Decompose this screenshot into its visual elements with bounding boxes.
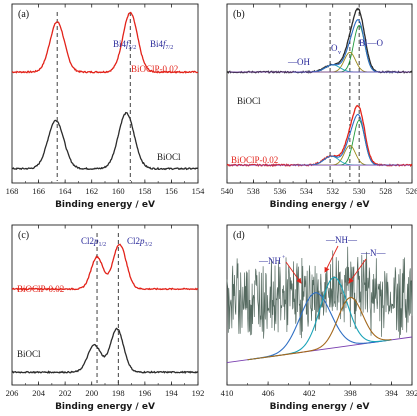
annotation-bio: Bi—O [359, 38, 384, 48]
series-line-bioclp-0.02 [11, 243, 199, 291]
x-axis-title: Binding energy / eV [270, 200, 370, 210]
x-tick-label: 202 [59, 388, 72, 398]
x-tick-label: 164 [59, 186, 73, 196]
series-label-biocl: BiOCl [17, 349, 41, 359]
series-line-biocl [226, 7, 413, 74]
annotation-nh-plus: —NH [258, 256, 281, 266]
x-tick-label: 394 [385, 388, 399, 398]
x-tick-label: 192 [192, 388, 205, 398]
x-axis-title: Binding energy / eV [55, 402, 155, 412]
series-line-biocl [11, 111, 199, 171]
x-tick-label: 398 [344, 388, 357, 398]
annotation-oh: —OH [287, 57, 310, 67]
series-label-biocl: BiOCl [157, 152, 181, 162]
x-tick-label: 406 [262, 388, 275, 398]
raw-data-line [226, 246, 413, 339]
panel-a: 168 166 164 162 160 158 156 154 Binding energy /… [6, 3, 206, 210]
x-tick-label: 536 [273, 186, 286, 196]
x-tick-label: 410 [221, 388, 234, 398]
peak-label: Cl2p1/2 [81, 236, 106, 248]
series-label-biocl-p: BiOClP-0.02 [131, 64, 178, 74]
x-tick-label: 534 [300, 186, 314, 196]
x-axis-title: Binding energy / eV [55, 200, 155, 210]
x-tick-label: 194 [165, 388, 179, 398]
annotation-n: —N— [360, 248, 386, 258]
annotation-nh-plus-sup: + [282, 255, 286, 261]
series-label-biocl-p: BiOClP-0.02 [231, 155, 278, 165]
x-tick-label: 154 [192, 186, 206, 196]
x-tick-label: 392 [406, 388, 417, 398]
series-label-biocl: BiOCl [237, 96, 261, 106]
x-tick-label: 204 [32, 388, 46, 398]
arrow-nh [324, 245, 339, 273]
fit-component [299, 119, 386, 166]
x-tick-label: 160 [112, 186, 125, 196]
panel-label: (b) [233, 9, 245, 20]
x-axis-title: Binding energy / eV [270, 402, 370, 412]
x-tick-label: 402 [303, 388, 316, 398]
x-tick-label: 156 [165, 186, 178, 196]
peak-label: Bi4f7/2 [150, 39, 173, 51]
panel-label: (c) [18, 230, 29, 241]
x-tick-label: 196 [138, 388, 151, 398]
peak-label: Cl2p3/2 [127, 236, 152, 248]
annotation-nh: —NH— [325, 235, 358, 245]
x-tick-label: 206 [6, 388, 19, 398]
annotation-ov: O [331, 43, 338, 53]
x-tick-label: 530 [353, 186, 366, 196]
x-tick-label: 162 [85, 186, 98, 196]
arrow-nh-plus [285, 261, 302, 284]
x-tick-label: 166 [32, 186, 45, 196]
x-tick-label: 198 [112, 388, 125, 398]
panel-label: (a) [18, 9, 29, 20]
panel-label: (d) [233, 230, 245, 241]
plot-frame [11, 224, 199, 386]
x-tick-label: 540 [221, 186, 234, 196]
series-line-bioclp-0.02 [11, 11, 199, 74]
x-tick-label: 168 [6, 186, 19, 196]
x-tick-label: 532 [326, 186, 339, 196]
fit-component [247, 296, 392, 361]
x-tick-label: 528 [379, 186, 392, 196]
x-tick-label: 538 [247, 186, 260, 196]
arrow-n [348, 258, 367, 284]
annotation-ov-sub: v [338, 50, 341, 56]
series-label-biocl-p: BiOClP-0.02 [17, 284, 64, 294]
x-tick-label: 526 [406, 186, 417, 196]
fit-component [247, 292, 392, 361]
peak-label: Bi4f5/2 [113, 39, 136, 51]
x-tick-label: 158 [138, 186, 151, 196]
fit-component [299, 24, 386, 73]
x-tick-label: 200 [85, 388, 98, 398]
panel-b: 540 538 536 534 532 530 528 526 Binding energy /… [221, 3, 417, 210]
panel-d: 410 406 402 398 394 392 Binding energy / eV (d)… [221, 224, 417, 412]
series-line-biocl [11, 327, 199, 375]
panel-c: 206 204 202 200 198 196 194 192 Binding energy /… [6, 224, 205, 412]
